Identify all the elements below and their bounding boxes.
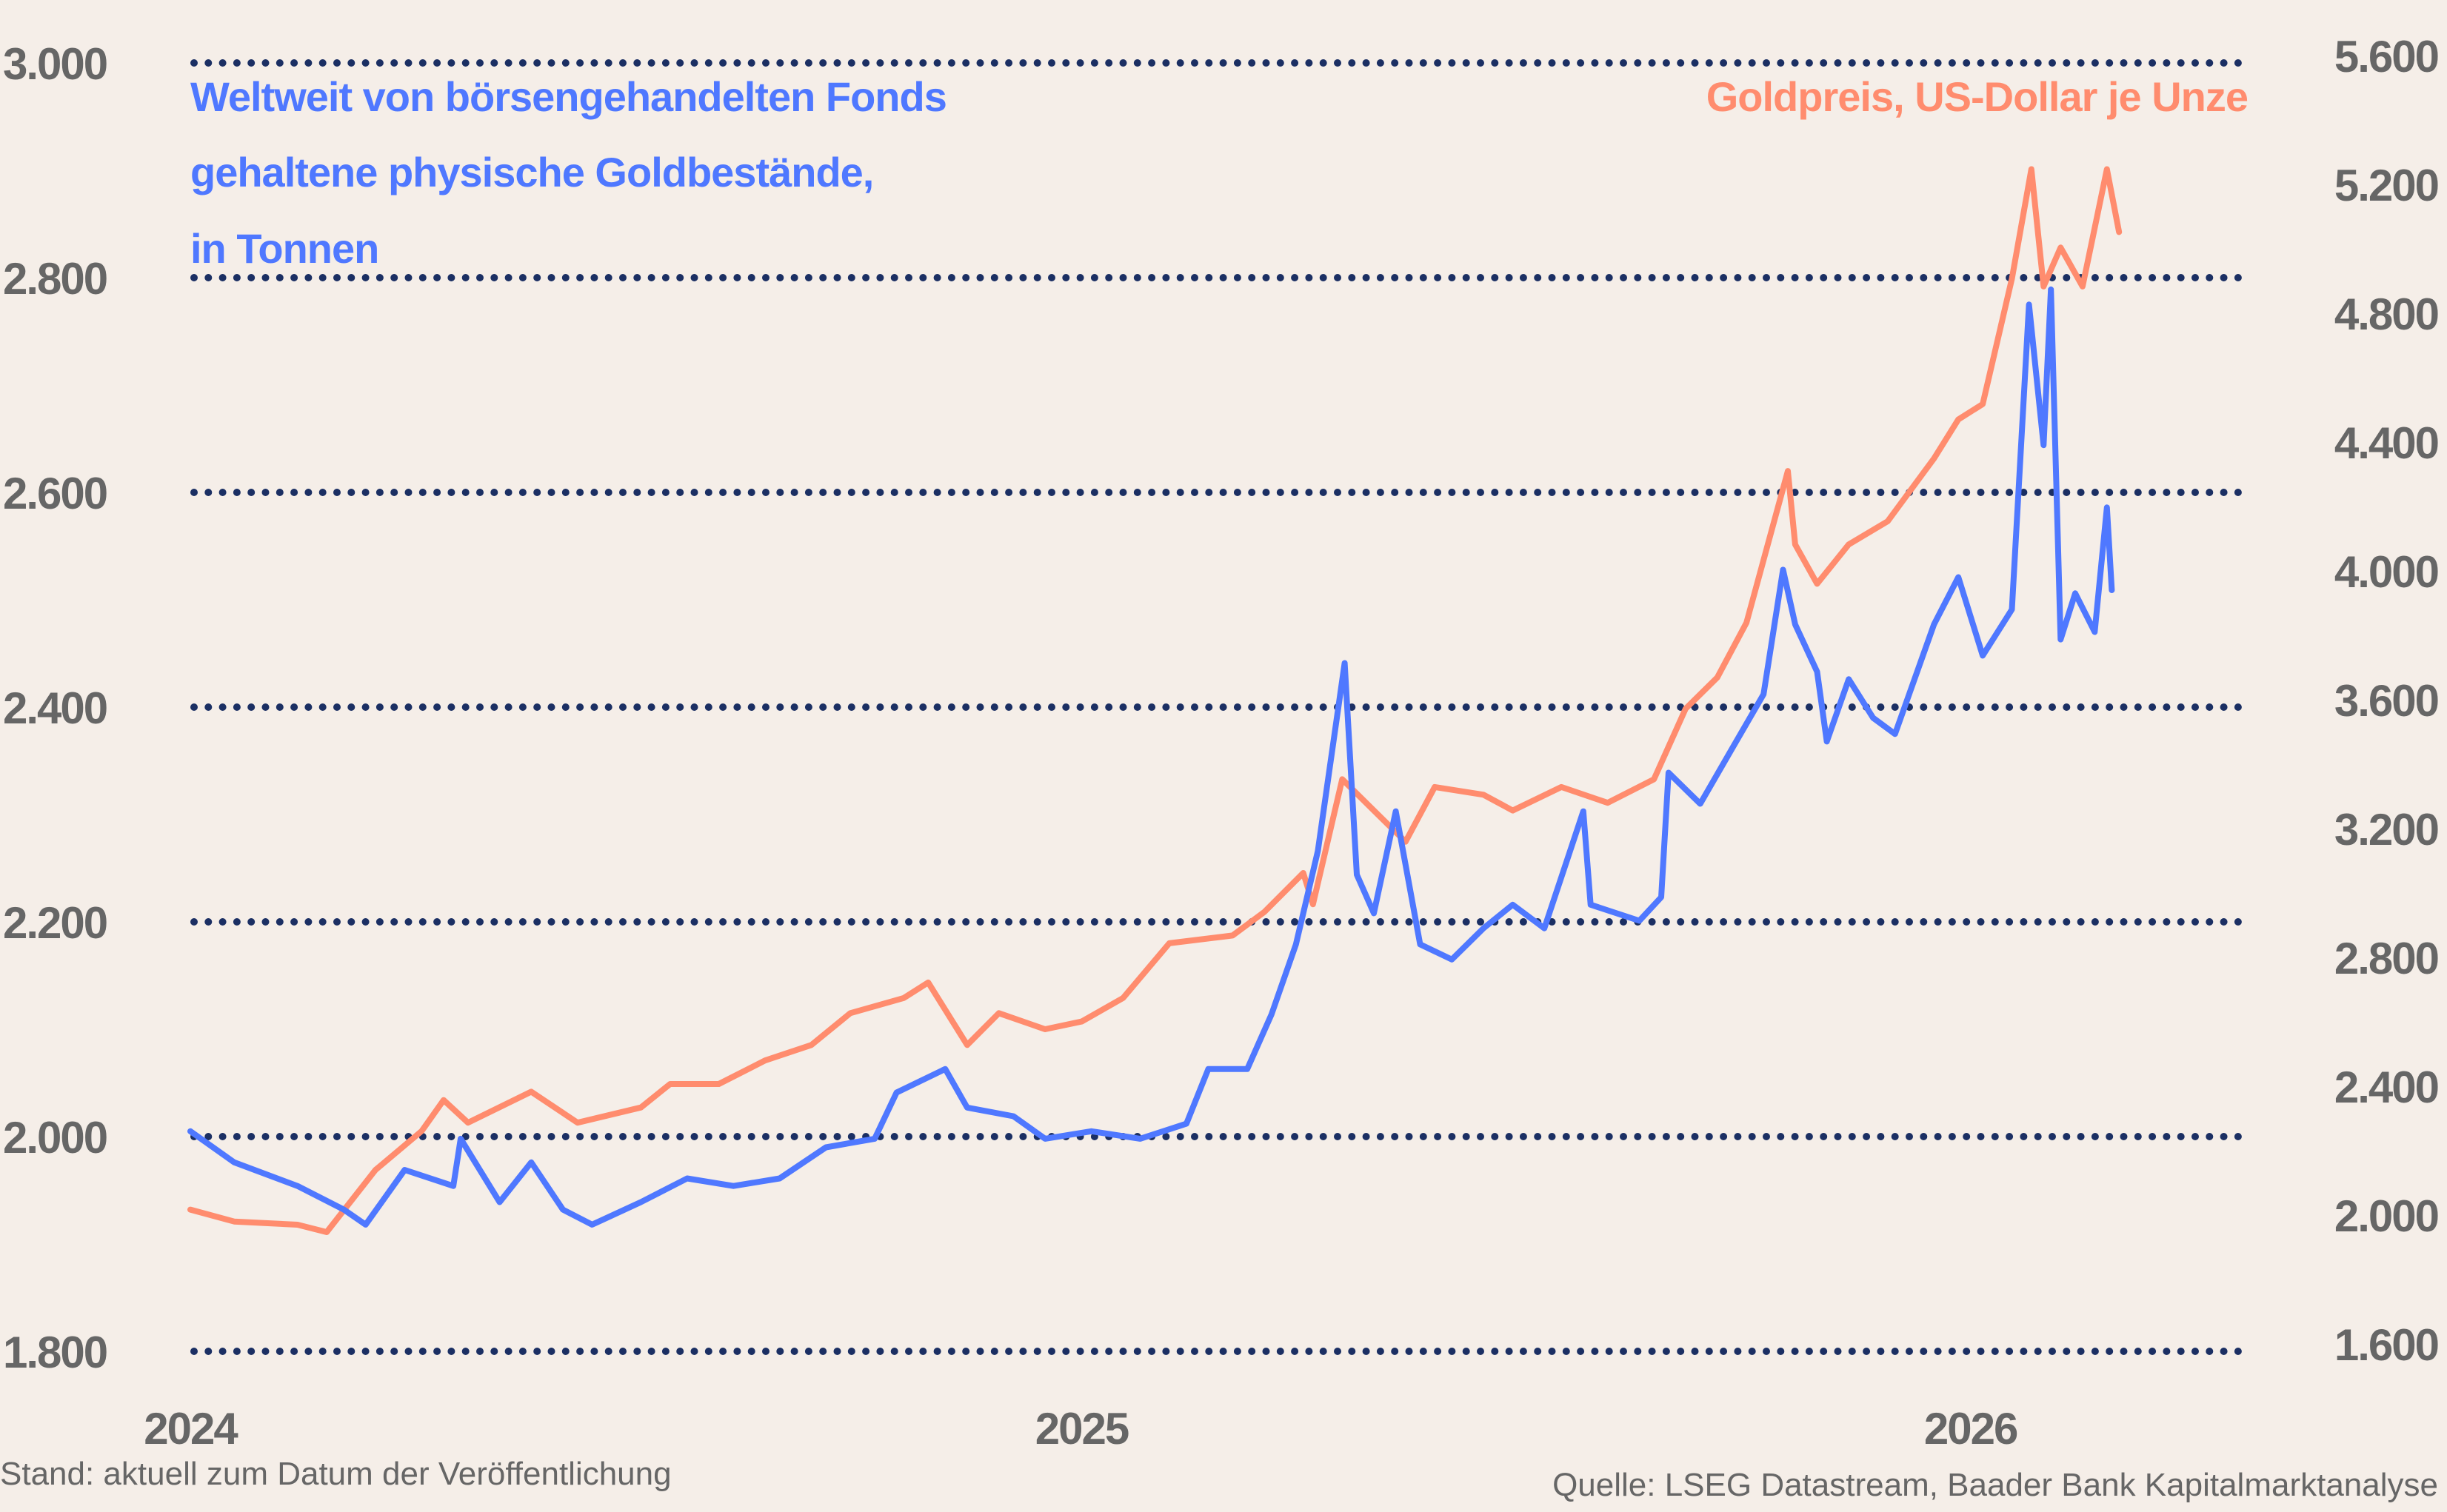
right-tick-label: 2.800 (2334, 934, 2438, 983)
right-tick-label: 3.600 (2334, 676, 2438, 726)
gridlines (190, 59, 2255, 1355)
footnote-source: Quelle: LSEG Datastream, Baader Bank Kap… (1552, 1467, 2438, 1503)
left-tick-label: 2.400 (3, 683, 107, 733)
series-label-goldprice: Goldpreis, US-Dollar je Unze (1706, 73, 2248, 120)
left-tick-label: 2.600 (3, 469, 107, 518)
series-label-etf-line-1: Weltweit von börsengehandelten Fonds (190, 73, 947, 120)
x-tick-label: 2024 (144, 1404, 238, 1454)
right-tick-label: 4.400 (2334, 418, 2438, 468)
series-label-etf-line-3: in Tonnen (190, 225, 378, 272)
left-tick-label: 1.800 (3, 1328, 107, 1377)
gold-price-line (187, 166, 2123, 1235)
right-tick-label: 3.200 (2334, 805, 2438, 854)
right-tick-label: 5.600 (2334, 32, 2438, 81)
right-tick-label: 5.200 (2334, 161, 2438, 210)
series-lines (187, 166, 2123, 1235)
right-tick-label: 2.000 (2334, 1191, 2438, 1241)
left-axis-ticks: 1.800 2.000 2.200 2.400 2.600 2.800 3.000 (3, 39, 108, 1377)
right-tick-label: 4.000 (2334, 547, 2438, 597)
right-axis-ticks: 1.600 2.000 2.400 2.800 3.200 3.600 4.000 4.400… (2334, 32, 2440, 1370)
left-tick-label: 2.800 (3, 254, 107, 304)
x-tick-label: 2026 (1924, 1404, 2017, 1454)
left-tick-label: 2.000 (3, 1113, 107, 1163)
left-tick-label: 2.200 (3, 898, 107, 948)
right-tick-label: 2.400 (2334, 1063, 2438, 1112)
right-tick-label: 1.600 (2334, 1320, 2438, 1370)
x-axis-ticks: 2024 2025 2026 (144, 1404, 2019, 1454)
x-tick-label: 2025 (1035, 1404, 1129, 1454)
left-tick-label: 3.000 (3, 39, 107, 89)
footnote-status: Stand: aktuell zum Datum der Veröffentli… (0, 1456, 672, 1492)
right-tick-label: 4.800 (2334, 290, 2438, 339)
series-label-etf-line-2: gehaltene physische Goldbestände, (190, 149, 873, 195)
etf-holdings-line (187, 286, 2115, 1228)
